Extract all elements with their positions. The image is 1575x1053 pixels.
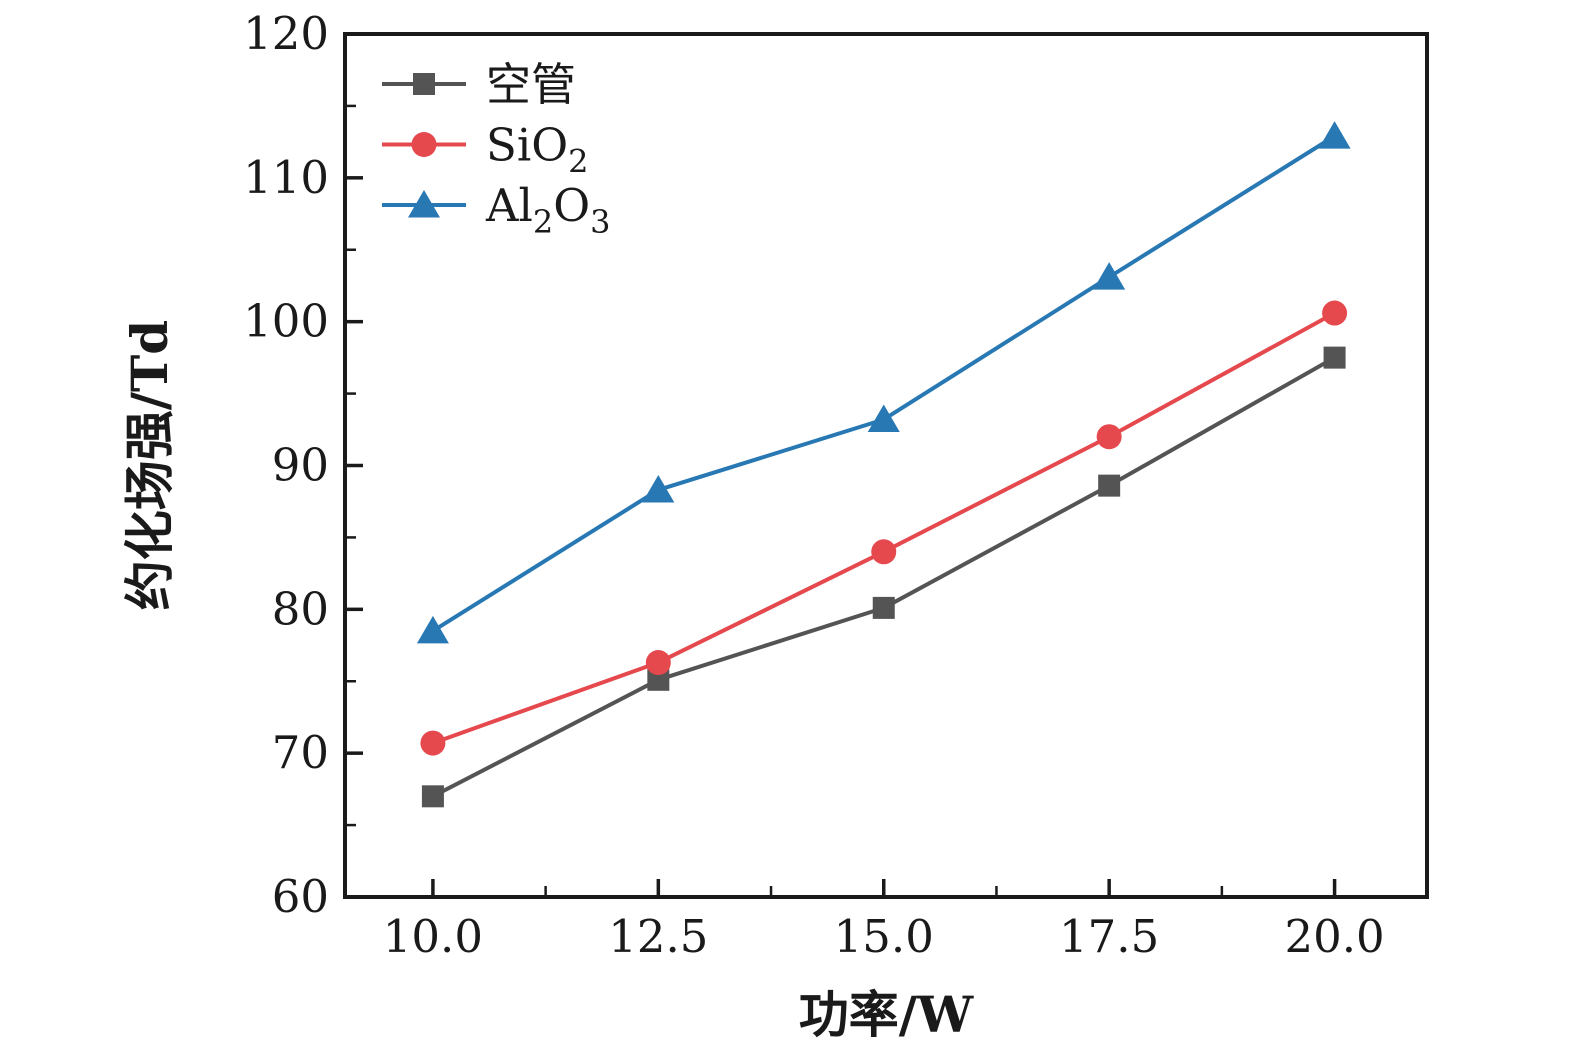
y-tick-label: 120 (243, 7, 329, 60)
legend-label-Al2O3: Al2O3 (485, 179, 611, 241)
x-tick-label: 10.0 (383, 910, 483, 963)
series-line-SiO2 (432, 311, 1336, 745)
legend-item-Al2O3: Al2O3 (382, 179, 611, 241)
legend-item-SiO2: SiO2 (382, 119, 588, 181)
series-marker-SiO2 (1096, 424, 1122, 450)
series-marker-SiO2 (420, 730, 446, 756)
series-marker-SiO2 (645, 650, 671, 676)
series-marker-kongguan (872, 596, 895, 619)
legend-marker-Al2O3 (408, 190, 440, 218)
legend-marker-SiO2 (411, 132, 437, 157)
x-tick-label: 17.5 (1059, 910, 1159, 963)
y-tick-label: 80 (272, 582, 329, 635)
y-axis-title: 约化场强/Td (120, 320, 179, 610)
x-tick-label: 15.0 (834, 910, 934, 963)
series-marker-Al2O3 (1093, 262, 1126, 290)
y-tick-label: 60 (272, 870, 329, 923)
legend-label-SiO2: SiO2 (486, 119, 588, 181)
x-tick-label: 20.0 (1284, 910, 1384, 963)
legend-label-kongguan: 空管 (486, 58, 576, 111)
series-marker-Al2O3 (1318, 121, 1351, 149)
legend-item-kongguan: 空管 (382, 58, 576, 111)
series-marker-kongguan (1098, 474, 1121, 497)
y-tick-label: 110 (243, 151, 329, 204)
legend-marker-kongguan (413, 73, 435, 95)
series-marker-kongguan (421, 785, 444, 808)
series-marker-kongguan (1323, 346, 1346, 369)
axis-frame (343, 32, 1429, 899)
series-marker-Al2O3 (867, 404, 900, 432)
series-marker-Al2O3 (416, 615, 449, 644)
y-tick-label: 100 (243, 295, 329, 348)
series-marker-SiO2 (871, 539, 897, 565)
y-tick-label: 90 (272, 439, 329, 492)
x-axis-title: 功率/W (799, 985, 974, 1044)
series-marker-kongguan (647, 668, 670, 691)
x-tick-label: 12.5 (608, 910, 708, 963)
series-marker-SiO2 (1322, 300, 1348, 326)
y-tick-label: 70 (272, 726, 329, 779)
series-marker-Al2O3 (642, 474, 675, 503)
